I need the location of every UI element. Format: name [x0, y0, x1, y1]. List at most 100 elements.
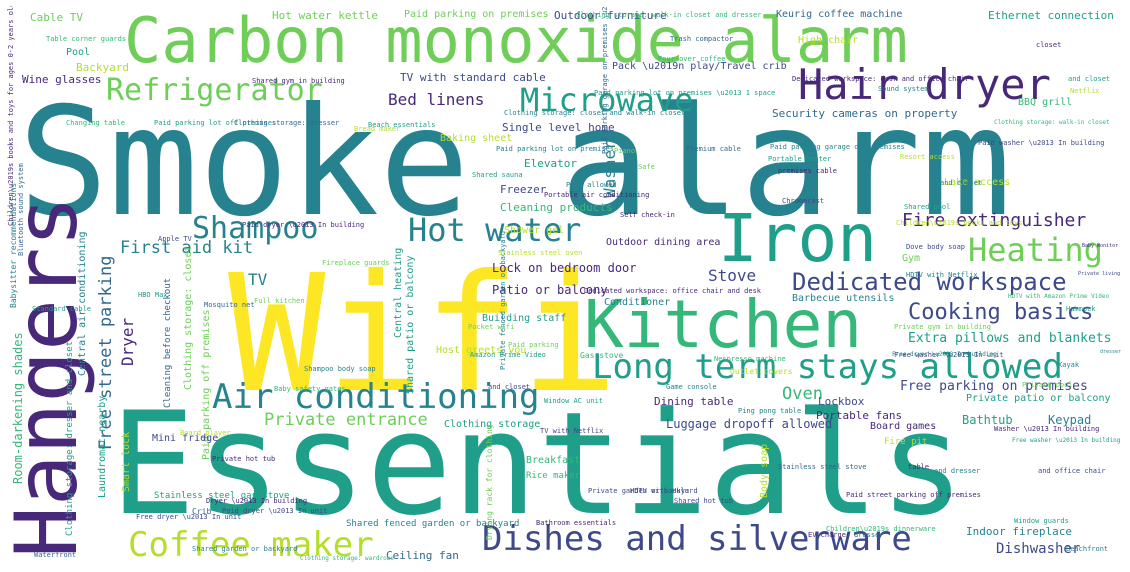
word-shampoo: Shampoo: [192, 211, 319, 246]
word-bread-maker: Bread maker: [354, 125, 401, 133]
word-paid-parking-on-premises: Paid parking on premises: [404, 9, 549, 20]
word-bed-linens: Bed linens: [388, 90, 485, 109]
word-stove: Stove: [708, 266, 757, 285]
word-clothing-storage-walk-in-closet-and-dresser: Clothing storage: walk-in closet and dre…: [576, 11, 762, 19]
word-shared-sauna: Shared sauna: [472, 171, 523, 179]
word-drying-rack-for-clothing: Drying rack for clothing: [485, 424, 494, 540]
word-backyard: Backyard: [76, 61, 129, 74]
word-shared-pool: Shared pool: [904, 203, 951, 211]
word-fireplace-guards: Fireplace guards: [322, 259, 390, 267]
word-piano: Piano: [614, 147, 636, 155]
word-board-player: Board player: [180, 429, 231, 437]
word-ping-pong-table: Ping pong table: [738, 407, 802, 415]
word-cleaning-products: Cleaning products: [500, 201, 613, 214]
word-sound-system: Sound system: [878, 85, 929, 93]
word-crib: Crib: [192, 507, 212, 516]
word-kayak: Kayak: [1058, 361, 1080, 369]
word-chromecast: Chromecast: [782, 197, 825, 205]
word-paid-parking: Paid parking: [508, 341, 559, 349]
word-bluetooth-sound-system: Bluetooth sound system: [17, 163, 25, 256]
word-paid-parking-lot-off-premises: Paid parking lot off premises: [154, 119, 277, 127]
word-cable-tv: Cable TV: [30, 11, 83, 24]
word-private-garden-or-backyard: Private garden or backyard: [588, 487, 698, 495]
word-cooking-basics: Cooking basics: [908, 300, 1094, 325]
word-paid-parking-garage-off-premises: Paid parking garage off premises: [770, 143, 905, 151]
word-room-darkening-shades: Room-darkening shades: [11, 332, 25, 484]
word-long-term-stays-allowed: Long term stays allowed: [592, 347, 1063, 387]
word-shared-garden-or-backyard: Shared garden or backyard: [192, 545, 298, 553]
word-free-washer-in-unit: Free washer \u2013 In unit: [894, 351, 1004, 359]
word-wifi: Wifi: [228, 241, 619, 429]
word-premium-cable: Premium cable: [686, 145, 741, 153]
word-air-conditioning: Air conditioning: [212, 377, 540, 417]
word-clothing-storage-walk-in-closet: Clothing storage: walk-in closet: [994, 119, 1110, 126]
word-and-dresser: and dresser: [934, 467, 981, 475]
word-hammock: Hammock: [1066, 305, 1096, 313]
word-amazon-prime-video: Amazon Prime Video: [470, 351, 546, 359]
word-tv-with-netflix: TV with Netflix: [540, 427, 604, 435]
word-refrigerator: Refrigerator: [106, 73, 323, 108]
word-paid-parking-lot-on-premises-1-space: Paid parking lot on premises \u2013 1 sp…: [594, 89, 776, 97]
word-dishwasher: Dishwasher: [996, 541, 1081, 557]
word-indoor-fireplace: Indoor fireplace: [966, 525, 1072, 538]
word-hair-dryer: Hair dryer: [798, 60, 1051, 109]
word-luggage-dropoff-allowed: Luggage dropoff allowed: [666, 417, 833, 431]
word-and-closet: and closet: [1068, 75, 1111, 83]
word-standard-cable: Standard cable: [32, 305, 92, 313]
word-hot-water: Hot water: [408, 211, 582, 249]
word-private-gym-in-building: Private gym in building: [894, 323, 991, 331]
word-laundromat-nearby: Laundromat nearby: [97, 395, 108, 498]
word-security-cameras-on-property: Security cameras on property: [772, 107, 958, 120]
word-carbon-monoxide-alarm: Carbon monoxide alarm: [124, 6, 908, 77]
word-table: table: [908, 463, 930, 471]
word-shared-hot-tub: Shared hot tub: [674, 497, 734, 505]
word-gym: Gym: [902, 253, 921, 264]
word-stainless-steel-oven: Stainless steel oven: [498, 249, 583, 257]
word-dove-body-soap: Dove body soap: [906, 243, 966, 251]
word-private-pool: Private pool: [1022, 381, 1073, 389]
word-window-ac-unit: Window AC unit: [544, 397, 604, 405]
word-mosquito-net: Mosquito net: [204, 301, 255, 309]
word-stainless-steel-stove: Stainless steel stove: [778, 463, 867, 471]
word-resort-access: Resort access: [900, 153, 955, 161]
word-conditioner: Conditioner: [604, 297, 671, 308]
word-central-heating: Central heating: [393, 247, 404, 338]
word-paid-street-parking-off-premises: Paid street parking off premises: [846, 491, 981, 499]
word-washer-in-building: Washer \u2013 In building: [994, 425, 1100, 433]
word-pocket-wifi: Pocket wifi: [468, 323, 515, 331]
word-iron: Iron: [718, 200, 877, 277]
word-elevator: Elevator: [524, 157, 577, 170]
word-shampoo-body-soap: Shampoo body soap: [304, 365, 376, 373]
word-breakfast: Breakfast: [526, 455, 581, 466]
word-lock-on-bedroom-door: Lock on bedroom door: [492, 261, 637, 275]
word-and-office-chair: and office chair: [1038, 467, 1106, 475]
word-keurig-coffee-machine: Keurig coffee machine: [776, 9, 903, 20]
word-smoke-alarm: Smoke alarm: [18, 76, 1012, 250]
word-dryer-in-building: Dryer \u2013 In building: [206, 497, 308, 505]
word-fire-extinguisher: Fire extinguisher: [902, 210, 1087, 231]
word-extra-pillows-and-blankets: Extra pillows and blankets: [908, 331, 1112, 346]
word-dedicated-workspace-office-chair-and-desk: Dedicated workspace: office chair and de…: [584, 287, 762, 295]
word-game-console: Game console: [666, 383, 717, 391]
word-oven: Oven: [782, 384, 823, 404]
word-building-staff: Building staff: [482, 313, 567, 324]
word-smart-lock: Smart lock: [121, 431, 132, 492]
word-free-parking-on-premises: Free parking on premises: [900, 379, 1088, 394]
word-ethernet-connection: Ethernet connection: [988, 9, 1114, 22]
word-pets-allowed: Pets allowed: [566, 181, 617, 189]
word-kitchen: Kitchen: [584, 286, 863, 363]
word-keypad: Keypad: [1048, 413, 1092, 427]
word-full-kitchen: Full kitchen: [254, 297, 305, 305]
word-pour-over-coffee: Pour-over coffee: [658, 55, 726, 63]
word-dedicated-workspace: Dedicated workspace: [792, 268, 1067, 296]
word-bathtub: Bathtub: [962, 413, 1013, 427]
word-paid-dryer-in-unit: Paid dryer \u2013 In unit: [222, 507, 328, 515]
word-changing-table: Changing table: [66, 119, 126, 127]
word-beach-essentials: Beach essentials: [368, 121, 436, 129]
word-coffee-maker: Coffee maker: [128, 525, 374, 562]
word-hot-water-kettle: Hot water kettle: [272, 9, 378, 22]
word-cloud: Smoke alarm Essentials Wifi Carbon monoxide…: [6, 6, 1122, 562]
word-central-air-conditioning: Central air conditioning: [77, 231, 88, 377]
word-dresser: dresser: [854, 531, 884, 539]
